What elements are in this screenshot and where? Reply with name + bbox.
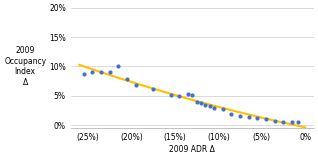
Point — [229, 112, 234, 115]
Point — [255, 117, 260, 119]
Point — [185, 93, 190, 95]
Point — [198, 102, 204, 104]
Point — [264, 118, 269, 121]
Point — [168, 93, 173, 96]
Point — [281, 120, 286, 123]
Point — [194, 100, 199, 103]
Point — [211, 106, 217, 109]
Point — [125, 78, 130, 80]
Point — [81, 72, 86, 75]
Point — [190, 93, 195, 96]
Point — [220, 108, 225, 110]
Point — [133, 84, 138, 87]
Point — [238, 115, 243, 118]
Point — [290, 121, 295, 124]
Point — [296, 121, 301, 124]
Point — [177, 95, 182, 97]
Point — [151, 88, 156, 90]
Point — [90, 71, 95, 74]
Point — [203, 103, 208, 106]
Point — [107, 71, 112, 74]
Y-axis label: 2009
Occupancy
Index
Δ: 2009 Occupancy Index Δ — [4, 46, 46, 87]
Point — [207, 105, 212, 108]
Point — [272, 119, 277, 122]
X-axis label: 2009 ADR Δ: 2009 ADR Δ — [169, 145, 215, 154]
Point — [99, 71, 104, 74]
Point — [116, 65, 121, 68]
Point — [246, 116, 251, 118]
